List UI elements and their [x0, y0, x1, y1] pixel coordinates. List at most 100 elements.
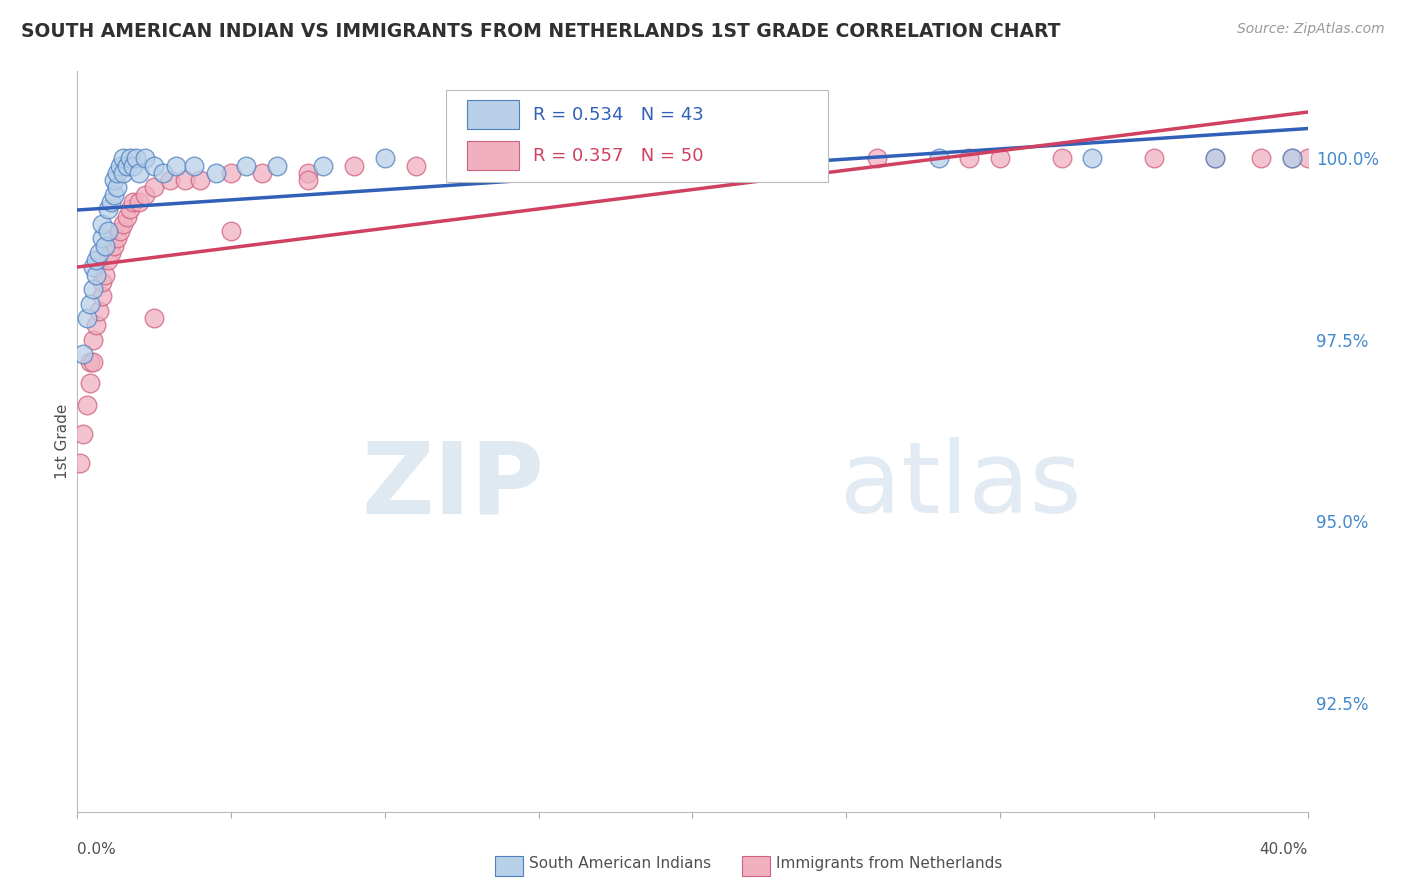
Point [143, 180, 166, 194]
Point [90, 231, 114, 245]
Point [82, 333, 104, 347]
Point [76, 398, 98, 412]
Point [183, 159, 205, 173]
Point [87, 245, 110, 260]
Point [405, 159, 427, 173]
Point [112, 152, 135, 166]
Point [866, 152, 889, 166]
Point [84, 318, 107, 333]
Text: South American Indians: South American Indians [529, 856, 711, 871]
Point [112, 217, 135, 231]
Point [128, 194, 150, 209]
Point [266, 159, 288, 173]
Point [82, 354, 104, 368]
Point [374, 152, 396, 166]
Point [97, 224, 120, 238]
Point [115, 159, 138, 173]
Point [69, 456, 91, 470]
Point [1050, 152, 1073, 166]
Point [219, 224, 242, 238]
Point [121, 194, 143, 209]
Point [100, 245, 122, 260]
Point [159, 173, 181, 187]
FancyBboxPatch shape [467, 101, 519, 129]
Point [115, 210, 138, 224]
Point [605, 152, 627, 166]
Point [574, 159, 596, 173]
Point [79, 376, 101, 391]
Point [682, 152, 704, 166]
Point [94, 238, 117, 252]
Point [105, 166, 128, 180]
Point [465, 152, 488, 166]
Point [1204, 152, 1226, 166]
Point [1296, 152, 1319, 166]
Point [103, 238, 125, 252]
Point [1143, 152, 1166, 166]
Point [97, 202, 120, 217]
Point [94, 268, 117, 282]
Point [76, 311, 98, 326]
Text: R = 0.534   N = 43: R = 0.534 N = 43 [533, 106, 703, 124]
Point [82, 260, 104, 275]
Point [82, 282, 104, 296]
Point [465, 152, 488, 166]
Point [103, 173, 125, 187]
Point [110, 159, 132, 173]
Point [105, 231, 128, 245]
Point [125, 152, 148, 166]
Point [343, 159, 366, 173]
Text: 40.0%: 40.0% [1260, 842, 1308, 857]
Point [90, 217, 114, 231]
Point [235, 159, 257, 173]
Point [152, 166, 174, 180]
Point [219, 166, 242, 180]
Text: SOUTH AMERICAN INDIAN VS IMMIGRANTS FROM NETHERLANDS 1ST GRADE CORRELATION CHART: SOUTH AMERICAN INDIAN VS IMMIGRANTS FROM… [21, 22, 1060, 41]
Point [250, 166, 273, 180]
Point [543, 152, 565, 166]
Point [134, 152, 156, 166]
FancyBboxPatch shape [467, 141, 519, 170]
Point [312, 159, 335, 173]
Point [87, 304, 110, 318]
Point [121, 159, 143, 173]
Text: Immigrants from Netherlands: Immigrants from Netherlands [776, 856, 1002, 871]
Point [143, 311, 166, 326]
FancyBboxPatch shape [447, 90, 828, 183]
Point [928, 152, 950, 166]
Point [988, 152, 1011, 166]
Point [1250, 152, 1272, 166]
Text: Source: ZipAtlas.com: Source: ZipAtlas.com [1237, 22, 1385, 37]
Point [134, 187, 156, 202]
Point [110, 224, 132, 238]
Point [118, 152, 141, 166]
Point [128, 166, 150, 180]
Point [204, 166, 226, 180]
Point [1204, 152, 1226, 166]
Point [188, 173, 212, 187]
Point [105, 180, 128, 194]
Point [143, 159, 166, 173]
Point [165, 159, 187, 173]
Point [90, 289, 114, 303]
Point [558, 152, 581, 166]
Point [84, 253, 107, 268]
Point [957, 152, 980, 166]
Point [297, 166, 319, 180]
Text: R = 0.357   N = 50: R = 0.357 N = 50 [533, 146, 703, 165]
Point [97, 253, 120, 268]
Point [84, 268, 107, 282]
Point [72, 347, 94, 361]
Text: 0.0%: 0.0% [77, 842, 117, 857]
Y-axis label: 1st Grade: 1st Grade [55, 404, 70, 479]
Point [90, 275, 114, 289]
Text: atlas: atlas [841, 437, 1081, 534]
Point [79, 296, 101, 310]
Text: ZIP: ZIP [361, 437, 546, 534]
Point [79, 354, 101, 368]
Point [174, 173, 197, 187]
Point [773, 152, 796, 166]
Point [1281, 152, 1303, 166]
Point [297, 173, 319, 187]
Point [118, 202, 141, 217]
